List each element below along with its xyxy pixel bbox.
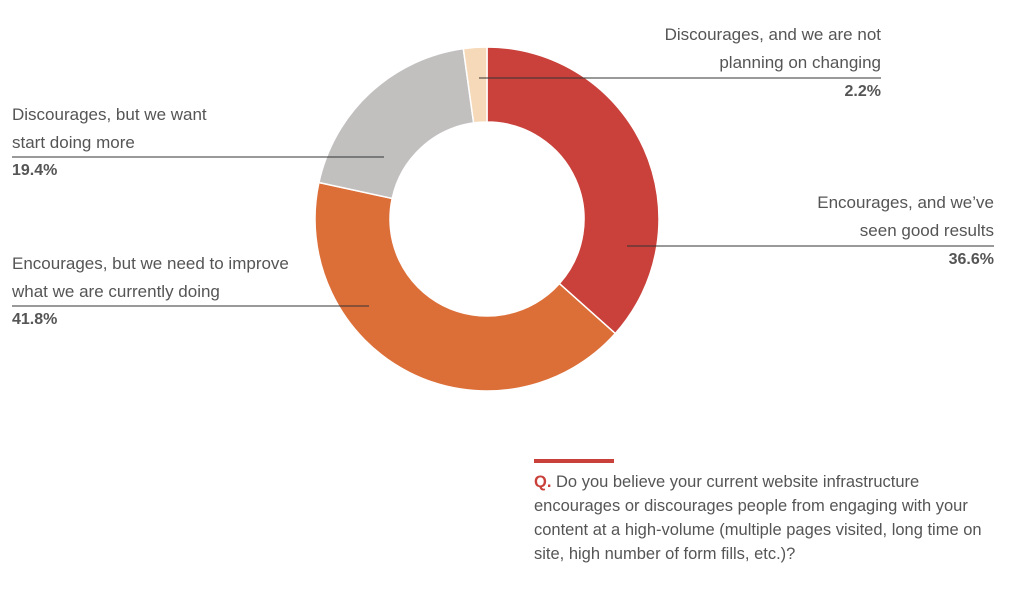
slice-label-line: start doing more (12, 133, 135, 152)
leader-lines (12, 77, 994, 307)
slice-pct-need-improve: 41.8% (12, 311, 58, 328)
slice-label-line: Encourages, but we need to improve (12, 254, 289, 273)
slice-label-line: Encourages, and we’ve (817, 193, 994, 212)
question-marker: Q. (534, 473, 552, 491)
slice-need-improve (314, 181, 617, 392)
slice-label-line: Discourages, but we want (12, 105, 207, 124)
slice-label-want-more: Discourages, but we want start doing mor… (12, 101, 207, 157)
slice-pct-not-changing: 2.2% (844, 83, 881, 100)
slice-pct-good-results: 36.6% (948, 251, 994, 268)
question-body: Do you believe your current website infr… (534, 473, 982, 563)
slice-label-line: planning on changing (719, 53, 881, 72)
slice-label-line: what we are currently doing (12, 282, 220, 301)
slice-pct-want-more: 19.4% (12, 162, 58, 179)
slice-label-line: seen good results (859, 221, 994, 240)
question-accent-bar (534, 459, 614, 463)
question-text: Q. Do you believe your current website i… (534, 470, 1004, 566)
slice-label-not-changing: Discourages, and we are not planning on … (665, 21, 881, 77)
slice-label-line: Discourages, and we are not (664, 25, 881, 44)
donut-slices (314, 46, 660, 392)
slice-label-good-results: Encourages, and we’ve seen good results (817, 189, 994, 245)
slice-label-need-improve: Encourages, but we need to improve what … (12, 250, 289, 306)
slice-good-results (486, 46, 660, 335)
slice-not-changing (462, 46, 488, 124)
slice-want-more (318, 47, 475, 200)
